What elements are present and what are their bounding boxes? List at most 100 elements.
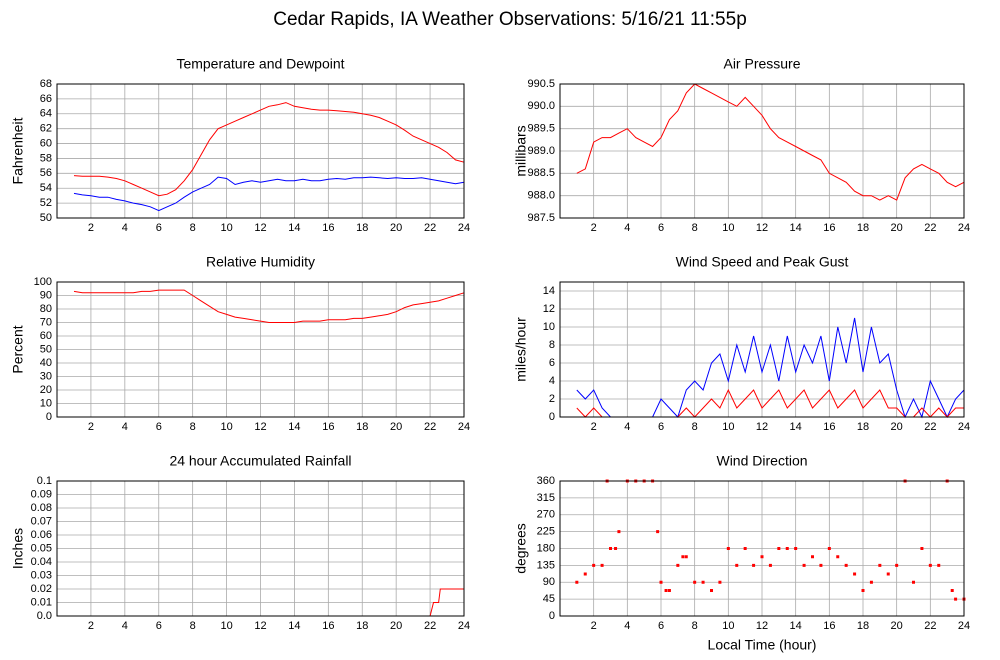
y-tick-label: 988.0 — [527, 190, 555, 202]
plot-frame — [56, 480, 465, 617]
x-tick-label: 22 — [424, 620, 436, 632]
y-tick-label: 62 — [40, 123, 52, 135]
chart-title: Wind Speed and Peak Gust — [676, 254, 849, 270]
y-tick-label: 80 — [40, 303, 52, 315]
x-tick-label: 12 — [756, 421, 768, 433]
y-tick-label: 0.08 — [31, 502, 52, 514]
x-tick-label: 18 — [857, 222, 869, 234]
x-tick-label: 14 — [288, 222, 300, 234]
x-tick-label: 2 — [88, 421, 94, 433]
x-tick-label: 24 — [958, 421, 970, 433]
data-point — [836, 555, 840, 559]
data-point — [676, 563, 680, 567]
y-tick-label: 4 — [549, 375, 555, 387]
data-point — [811, 555, 814, 559]
data-point — [912, 580, 915, 584]
x-tick-label: 18 — [356, 620, 368, 632]
chart-title: Wind Direction — [716, 453, 807, 469]
x-tick-label: 8 — [190, 222, 196, 234]
x-tick-label: 18 — [356, 222, 368, 234]
data-point — [743, 547, 747, 550]
x-tick-label: 6 — [156, 421, 162, 433]
chart-title: Temperature and Dewpoint — [176, 56, 344, 72]
y-tick-label: 0.1 — [37, 475, 52, 487]
y-tick-label: 135 — [537, 559, 555, 571]
x-tick-label: 22 — [424, 421, 436, 433]
y-tick-label: 45 — [543, 593, 555, 605]
y-tick-label: 989.0 — [527, 145, 555, 157]
data-point — [777, 547, 781, 550]
x-tick-label: 8 — [692, 222, 698, 234]
y-axis-label: Inches — [10, 528, 26, 569]
data-point — [681, 555, 685, 559]
plot-frame — [56, 281, 465, 418]
y-tick-label: 30 — [40, 370, 52, 382]
x-tick-label: 14 — [288, 620, 300, 632]
data-point — [583, 572, 587, 576]
x-axis-label: Local Time (hour) — [708, 637, 817, 653]
data-point — [600, 563, 604, 567]
plot-frame — [56, 83, 465, 219]
x-tick-label: 24 — [458, 421, 470, 433]
plot-frame — [559, 281, 965, 418]
data-point — [592, 563, 596, 567]
data-point — [928, 563, 932, 567]
y-tick-label: 0 — [46, 411, 52, 423]
x-tick-label: 2 — [88, 222, 94, 234]
data-point — [701, 580, 705, 584]
y-tick-label: 987.5 — [527, 212, 555, 224]
y-tick-label: 20 — [40, 384, 52, 396]
y-tick-label: 0.05 — [31, 542, 52, 554]
data-point — [950, 589, 954, 592]
y-tick-label: 60 — [40, 330, 52, 342]
data-line — [576, 83, 965, 201]
x-tick-label: 6 — [658, 620, 664, 632]
y-tick-label: 0.0 — [37, 610, 52, 622]
x-tick-label: 16 — [823, 620, 835, 632]
x-tick-label: 10 — [220, 620, 232, 632]
x-tick-label: 10 — [722, 620, 734, 632]
x-tick-label: 8 — [190, 421, 196, 433]
data-line — [73, 289, 465, 323]
x-tick-label: 14 — [288, 421, 300, 433]
x-tick-label: 2 — [591, 620, 597, 632]
x-tick-label: 20 — [891, 620, 903, 632]
y-tick-label: 990.0 — [527, 100, 555, 112]
y-tick-label: 50 — [40, 212, 52, 224]
y-tick-label: 0.06 — [31, 529, 52, 541]
data-point — [886, 572, 890, 576]
x-tick-label: 12 — [254, 222, 266, 234]
x-tick-label: 22 — [424, 222, 436, 234]
data-point — [664, 589, 668, 592]
y-tick-label: 0.03 — [31, 569, 52, 581]
x-tick-label: 2 — [88, 620, 94, 632]
chart-title: 24 hour Accumulated Rainfall — [169, 453, 351, 469]
x-tick-label: 20 — [891, 421, 903, 433]
x-tick-label: 18 — [857, 421, 869, 433]
x-tick-label: 4 — [624, 421, 630, 433]
y-tick-label: 12 — [543, 303, 555, 315]
data-line — [73, 102, 465, 197]
data-point — [710, 589, 713, 592]
x-tick-label: 22 — [924, 620, 936, 632]
x-tick-label: 18 — [356, 421, 368, 433]
data-point — [844, 563, 848, 567]
data-line — [73, 176, 465, 212]
y-tick-label: 52 — [40, 197, 52, 209]
x-tick-label: 6 — [658, 421, 664, 433]
y-tick-label: 10 — [40, 397, 52, 409]
x-tick-label: 8 — [692, 421, 698, 433]
x-tick-label: 4 — [122, 222, 128, 234]
chart-title: Relative Humidity — [206, 254, 315, 270]
x-tick-label: 10 — [722, 222, 734, 234]
y-tick-label: 0.01 — [31, 596, 52, 608]
data-point — [827, 547, 831, 550]
y-tick-label: 64 — [40, 108, 52, 120]
x-tick-label: 4 — [122, 421, 128, 433]
y-tick-label: 60 — [40, 137, 52, 149]
x-tick-label: 16 — [322, 620, 334, 632]
x-tick-label: 12 — [756, 222, 768, 234]
x-tick-label: 20 — [390, 620, 402, 632]
data-point — [869, 580, 873, 584]
